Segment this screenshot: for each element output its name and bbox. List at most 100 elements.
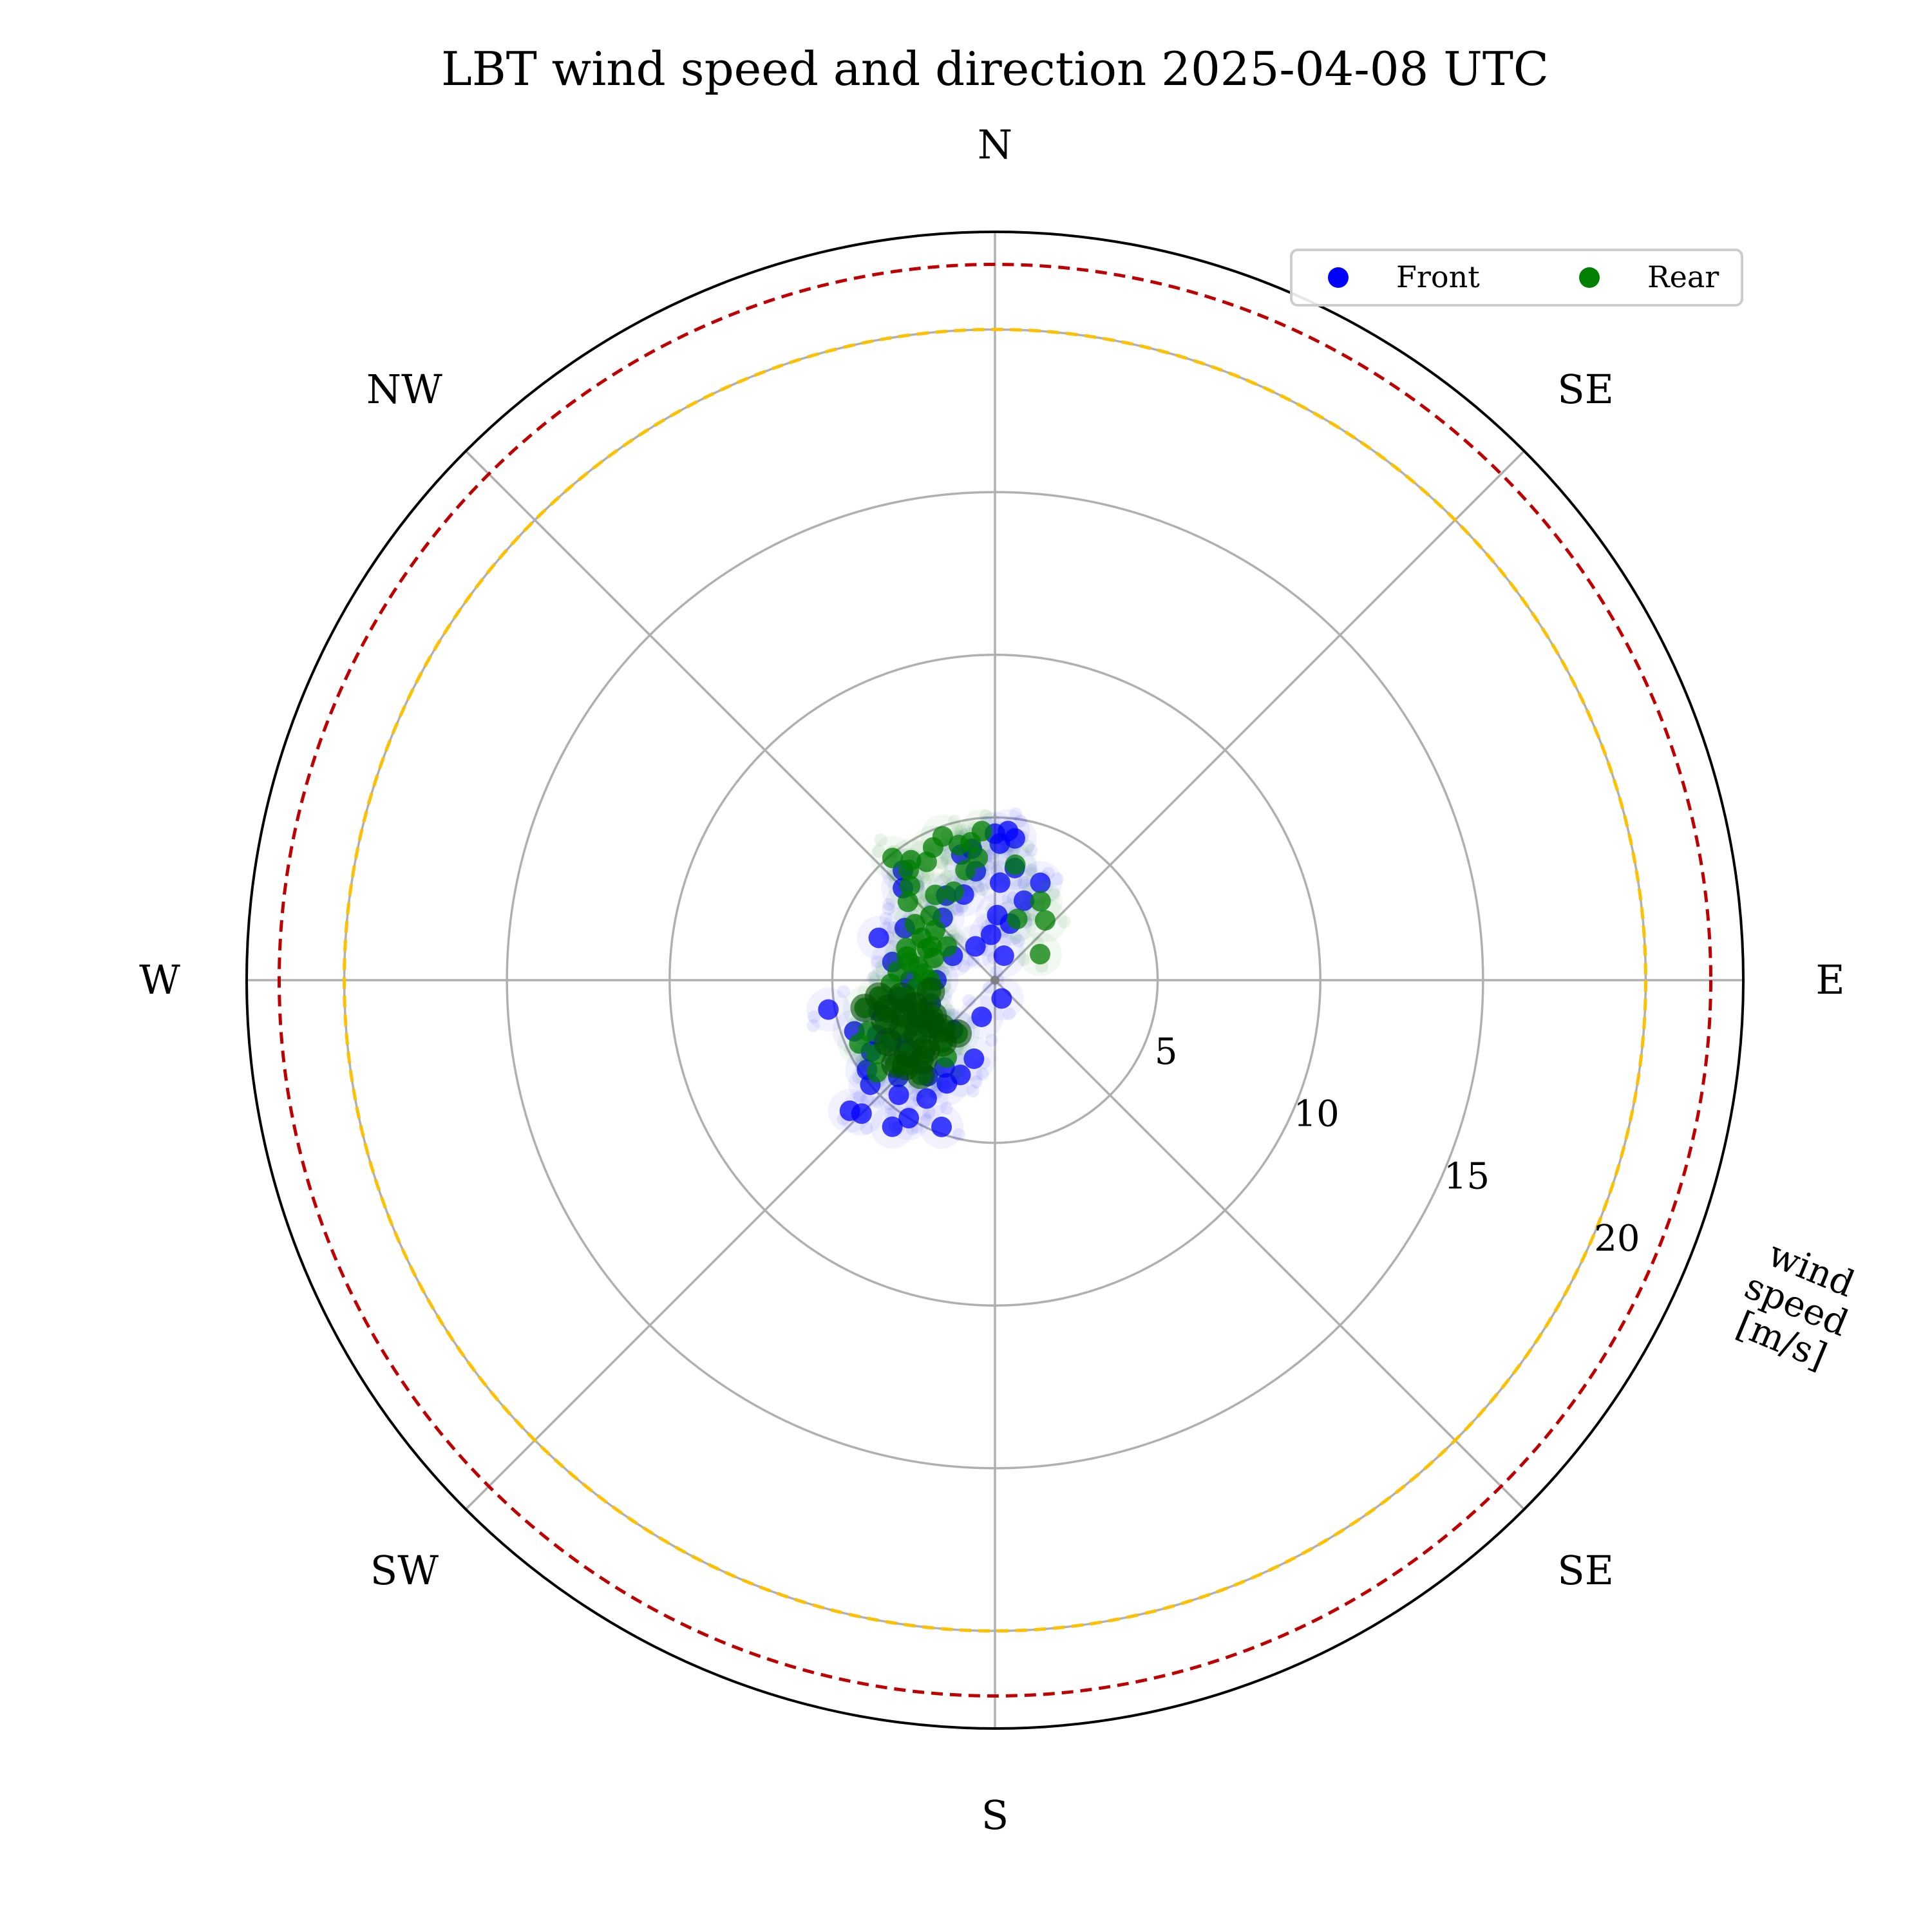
scatter-points xyxy=(806,807,1071,1149)
rear-point-faint xyxy=(979,809,992,822)
front-point xyxy=(818,999,839,1020)
front-point-faint xyxy=(1012,934,1025,947)
front-point xyxy=(1030,872,1051,893)
direction-label-3: SE xyxy=(1557,1547,1614,1594)
front-point-faint xyxy=(985,877,998,891)
rear-point-faint xyxy=(949,1068,963,1081)
rear-point-core xyxy=(927,1014,956,1043)
front-point-faint xyxy=(985,1034,998,1047)
rear-point-faint xyxy=(1057,915,1071,929)
front-point xyxy=(980,924,1001,945)
front-point xyxy=(993,945,1014,967)
front-point-faint xyxy=(866,971,880,985)
rear-point-faint xyxy=(1021,882,1035,896)
rear-point-faint xyxy=(853,1048,866,1062)
front-point-faint xyxy=(937,1079,951,1092)
front-point-faint xyxy=(938,1081,952,1094)
rear-point-faint xyxy=(907,953,920,967)
front-point-faint xyxy=(982,981,996,994)
front-point-faint xyxy=(936,965,949,979)
radial-tick-labels: 5 10 15 20 xyxy=(1155,1031,1640,1260)
rear-point xyxy=(1030,891,1051,912)
rear-point-faint xyxy=(1006,844,1019,857)
direction-label-5: SW xyxy=(370,1547,439,1594)
rear-point-faint xyxy=(944,934,958,947)
direction-labels: N SE E SE S SW W NW xyxy=(139,121,1845,1839)
rear-point-faint xyxy=(868,970,882,983)
rear-point xyxy=(898,859,920,880)
front-point-faint xyxy=(1025,864,1038,877)
rear-point-faint xyxy=(942,908,956,922)
rear-point-faint xyxy=(958,845,971,858)
front-point-faint xyxy=(952,1128,965,1141)
front-point xyxy=(839,1100,860,1121)
front-point-faint xyxy=(808,1010,821,1023)
rear-point-faint xyxy=(968,821,981,835)
front-point xyxy=(882,1116,903,1137)
front-point xyxy=(950,1065,971,1086)
rear-point-faint xyxy=(922,867,935,881)
overlap-core xyxy=(850,977,972,1090)
front-point xyxy=(888,1084,909,1106)
front-point-faint xyxy=(1025,844,1038,857)
rear-point-faint xyxy=(922,845,935,858)
rear-point-faint xyxy=(898,915,912,929)
radial-tick-10: 10 xyxy=(1293,1094,1339,1135)
rear-point xyxy=(900,875,921,896)
rear-point xyxy=(1034,910,1056,931)
rear-point-faint xyxy=(874,833,887,847)
front-point xyxy=(965,936,986,957)
front-point-faint xyxy=(976,1067,989,1081)
rear-point-core xyxy=(891,1052,920,1081)
front-point-faint xyxy=(837,985,850,998)
front-point-faint xyxy=(966,953,980,967)
rear-point xyxy=(896,937,917,958)
rear-point-faint xyxy=(948,815,961,828)
rear-point-faint xyxy=(1017,952,1030,966)
rear-point-faint xyxy=(894,1077,907,1091)
rear-point-faint xyxy=(856,1055,869,1068)
front-point-faint xyxy=(882,902,895,916)
radial-tick-15: 15 xyxy=(1444,1155,1490,1197)
legend-label-rear: Rear xyxy=(1647,260,1719,294)
legend-frame xyxy=(1290,249,1743,307)
front-point-faint xyxy=(978,934,991,948)
front-point-faint xyxy=(871,1095,884,1109)
front-point-faint xyxy=(806,1019,820,1032)
rear-point xyxy=(967,847,989,868)
rear-point xyxy=(1007,909,1028,930)
legend-marker-rear xyxy=(1579,267,1600,288)
front-point-faint xyxy=(970,1075,983,1089)
front-point-faint xyxy=(920,1113,933,1127)
front-point-faint xyxy=(940,1101,953,1115)
front-point xyxy=(991,988,1012,1009)
rear-point-faint xyxy=(1025,867,1038,880)
rear-point xyxy=(921,936,942,957)
direction-label-7: NW xyxy=(366,366,442,413)
front-point-faint xyxy=(922,1105,936,1119)
rear-point-faint xyxy=(855,1032,869,1045)
rear-point xyxy=(916,851,937,873)
origin-marker xyxy=(990,976,999,985)
direction-label-6: W xyxy=(139,956,180,1003)
rear-point xyxy=(849,1033,870,1054)
rear-point-faint xyxy=(1009,931,1023,945)
front-point-faint xyxy=(994,832,1007,846)
rear-point-faint xyxy=(910,930,923,943)
rear-point-core xyxy=(900,992,929,1021)
rear-point-faint xyxy=(909,936,923,949)
chart-title: LBT wind speed and direction 2025-04-08 … xyxy=(441,42,1549,96)
legend: Front Rear xyxy=(1290,249,1743,307)
rear-point-core xyxy=(889,1014,918,1043)
rear-point-faint xyxy=(1040,879,1054,893)
rear-point xyxy=(1005,854,1026,875)
rear-point-faint xyxy=(929,842,942,855)
front-point-faint xyxy=(882,898,896,911)
front-point xyxy=(898,1108,920,1129)
front-point-faint xyxy=(853,1090,866,1103)
rear-point-faint xyxy=(886,868,900,882)
rear-point-faint xyxy=(940,869,953,883)
direction-label-0: N xyxy=(978,121,1012,168)
rear-point-faint xyxy=(935,857,949,870)
